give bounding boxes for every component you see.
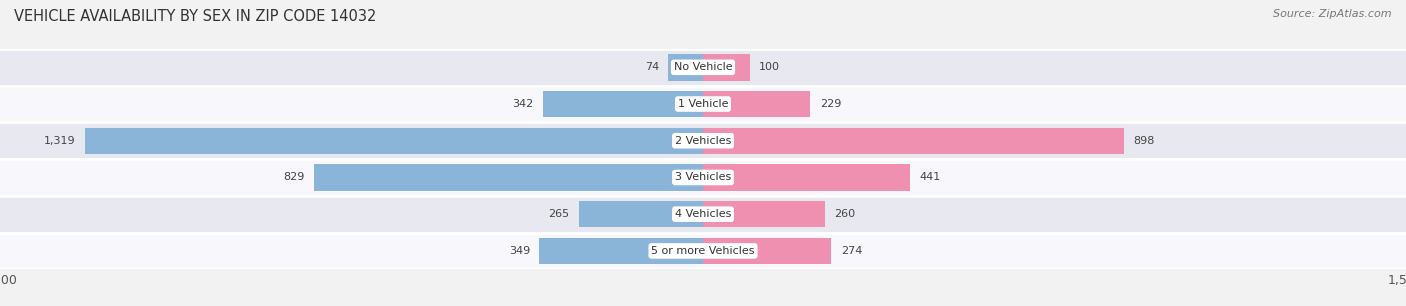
Bar bbox=[0, 196, 1406, 233]
Bar bbox=[703, 201, 825, 227]
Bar bbox=[0, 86, 1406, 122]
Bar bbox=[703, 164, 910, 191]
Text: 898: 898 bbox=[1133, 136, 1154, 146]
Bar bbox=[0, 233, 1406, 269]
Text: No Vehicle: No Vehicle bbox=[673, 62, 733, 72]
Text: 2 Vehicles: 2 Vehicles bbox=[675, 136, 731, 146]
Text: 4 Vehicles: 4 Vehicles bbox=[675, 209, 731, 219]
Bar bbox=[579, 201, 703, 227]
Text: 1,319: 1,319 bbox=[44, 136, 76, 146]
Bar bbox=[315, 164, 703, 191]
Text: 349: 349 bbox=[509, 246, 530, 256]
Bar bbox=[543, 91, 703, 117]
Text: 441: 441 bbox=[920, 173, 941, 182]
Bar bbox=[84, 128, 703, 154]
Text: 74: 74 bbox=[645, 62, 659, 72]
Text: 829: 829 bbox=[284, 173, 305, 182]
Text: VEHICLE AVAILABILITY BY SEX IN ZIP CODE 14032: VEHICLE AVAILABILITY BY SEX IN ZIP CODE … bbox=[14, 9, 377, 24]
Bar bbox=[703, 238, 831, 264]
Bar bbox=[0, 159, 1406, 196]
Text: 229: 229 bbox=[820, 99, 841, 109]
Bar bbox=[0, 122, 1406, 159]
Text: 274: 274 bbox=[841, 246, 862, 256]
Bar bbox=[703, 128, 1123, 154]
Text: 1 Vehicle: 1 Vehicle bbox=[678, 99, 728, 109]
Text: 5 or more Vehicles: 5 or more Vehicles bbox=[651, 246, 755, 256]
Text: 100: 100 bbox=[759, 62, 780, 72]
Bar bbox=[540, 238, 703, 264]
Text: 260: 260 bbox=[834, 209, 855, 219]
Bar bbox=[703, 54, 749, 80]
Bar bbox=[0, 49, 1406, 86]
Text: Source: ZipAtlas.com: Source: ZipAtlas.com bbox=[1274, 9, 1392, 19]
Text: 265: 265 bbox=[548, 209, 569, 219]
Text: 3 Vehicles: 3 Vehicles bbox=[675, 173, 731, 182]
Bar bbox=[668, 54, 703, 80]
Bar bbox=[703, 91, 810, 117]
Text: 342: 342 bbox=[512, 99, 533, 109]
